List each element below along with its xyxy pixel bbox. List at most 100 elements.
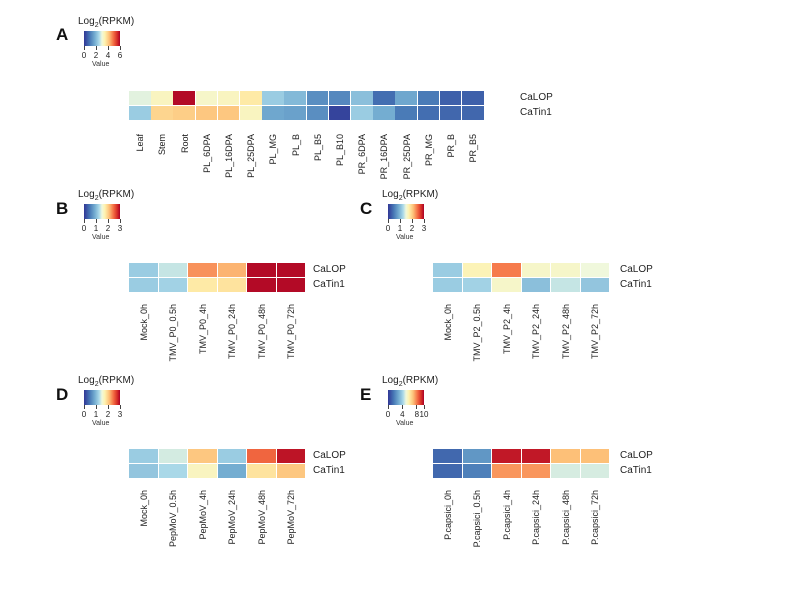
panel-a-legend-tick <box>95 46 97 50</box>
panel-b-cell <box>158 278 188 293</box>
panel-e-legend-title-main: Log <box>382 375 399 386</box>
panel-d-legend-tick-label: 0 <box>81 410 87 419</box>
panel-e-cell <box>433 464 462 479</box>
panel-b-column-label: TMV_P0_48h <box>256 304 267 360</box>
panel-d-legend-title-tail: (RPKM) <box>98 375 135 386</box>
panel-d-cell <box>247 464 276 479</box>
panel-e-legend-tick <box>401 405 403 409</box>
panel-a-legend-title-sub: 2 <box>94 22 99 29</box>
panel-d-column-label: PepMoV_24h <box>227 490 238 545</box>
panel-d-legend-tick-label: 1 <box>93 410 99 419</box>
panel-c-column-label: TMV_P2_24h <box>531 304 542 360</box>
panel-a-legend-tick <box>83 46 85 50</box>
panel-a-cell <box>395 91 417 106</box>
panel-e-cell <box>492 449 521 464</box>
panel-a-legend-tick-label: 6 <box>117 51 123 60</box>
panel-a-cell <box>395 106 417 121</box>
panel-e-legend-colorbar <box>388 390 424 405</box>
panel-b-cell <box>276 263 306 278</box>
panel-c-legend-tick-label: 2 <box>409 224 415 233</box>
panel-e-cell <box>580 464 610 479</box>
panel-a-cell <box>306 106 329 121</box>
panel-d-column-label: PepMoV_48h <box>256 490 267 545</box>
panel-c-column-label: Mock_0h <box>442 304 453 341</box>
panel-d-legend-tick <box>83 405 85 409</box>
panel-e-cell <box>462 464 492 479</box>
panel-b-legend-title-tail: (RPKM) <box>98 189 135 200</box>
panel-d-cell <box>247 449 276 464</box>
panel-c-cell <box>492 278 521 293</box>
panel-d-cell <box>129 449 158 464</box>
panel-c-cell <box>492 263 521 278</box>
panel-b-legend-title-main: Log <box>78 189 95 200</box>
panel-e-column-label: P.capsici_0.5h <box>472 490 483 548</box>
panel-c-legend-tick <box>399 219 401 223</box>
panel-a-cell <box>173 91 195 106</box>
panel-a-column-label: Leaf <box>135 134 146 152</box>
panel-a-cell <box>328 106 351 121</box>
panel-b-row-label: CaTin1 <box>313 279 345 290</box>
panel-d-legend-colorbar <box>84 390 120 405</box>
panel-b-letter: B <box>56 199 69 218</box>
panel-c-column-label: TMV_P2_4h <box>501 304 512 355</box>
panel-a-letter: A <box>56 25 69 44</box>
panel-a-column-label: Stem <box>157 134 168 156</box>
panel-c-cell <box>462 263 492 278</box>
panel-a-column-label: PL_16DPA <box>223 134 234 178</box>
panel-b-column-label: TMV_P0_0.5h <box>168 304 179 362</box>
panel-d-legend-tick-label: 2 <box>105 410 111 419</box>
panel-a-cell <box>417 106 440 121</box>
panel-b-cell <box>247 263 276 278</box>
panel-b-legend-title-sub: 2 <box>94 195 99 202</box>
panel-c-cell <box>433 278 462 293</box>
panel-c-letter: C <box>360 199 373 218</box>
panel-e-cell <box>492 464 521 479</box>
panel-a-cell <box>173 106 195 121</box>
panel-b-legend-title: Log2(RPKM) <box>78 189 134 202</box>
panel-a-column-label: PL_B <box>290 134 301 157</box>
panel-c-legend-title-main: Log <box>382 189 399 200</box>
panel-e-column-label: P.capsici_72h <box>590 490 601 545</box>
panel-c-column-label: TMV_P2_48h <box>560 304 571 360</box>
panel-a-legend-tick <box>107 46 109 50</box>
panel-a-legend-value-label: Value <box>92 61 110 68</box>
panel-a-column-label: PR_B <box>445 134 456 158</box>
panel-b-legend-colorbar <box>84 204 120 219</box>
panel-b-column-label: TMV_P0_72h <box>286 304 297 360</box>
panel-b-legend-tick <box>119 219 121 223</box>
panel-a-column-label: Root <box>179 134 190 154</box>
panel-e-row-label: CaTin1 <box>620 465 652 476</box>
panel-b-row-label: CaLOP <box>313 264 346 275</box>
panel-d-cell <box>276 449 306 464</box>
panel-d-cell <box>188 464 217 479</box>
panel-b-cell <box>158 263 188 278</box>
panel-a-cell <box>373 91 395 106</box>
panel-d-cell <box>129 464 158 479</box>
panel-c-row-label: CaTin1 <box>620 279 652 290</box>
panel-a-column-label: PL_B5 <box>312 134 323 162</box>
panel-c-legend-value-label: Value <box>396 234 414 241</box>
panel-d-legend-value-label: Value <box>92 420 110 427</box>
panel-b-cell <box>247 278 276 293</box>
panel-a-column-label: PL_25DPA <box>246 134 257 178</box>
panel-b-cell <box>217 263 247 278</box>
panel-e-cell <box>551 449 580 464</box>
panel-d-letter: D <box>56 385 69 404</box>
panel-e-cell <box>580 449 610 464</box>
panel-a-cell <box>328 91 351 106</box>
panel-c-cell <box>551 278 580 293</box>
panel-b-cell <box>129 263 158 278</box>
panel-b-column-label: TMV_P0_24h <box>227 304 238 360</box>
panel-e-cell <box>462 449 492 464</box>
panel-b-legend-tick <box>95 219 97 223</box>
panel-e-column-label: P.capsici_0h <box>442 490 453 540</box>
panel-b-legend-value-label: Value <box>92 234 110 241</box>
panel-a-cell <box>195 106 218 121</box>
panel-e-legend-tick <box>387 405 389 409</box>
panel-a-cell <box>262 106 284 121</box>
panel-d-legend-tick <box>107 405 109 409</box>
panel-c-cell <box>551 263 580 278</box>
panel-a-legend-title: Log2(RPKM) <box>78 16 134 29</box>
panel-c-row-label: CaLOP <box>620 264 653 275</box>
panel-a-row-label: CaLOP <box>520 92 553 103</box>
